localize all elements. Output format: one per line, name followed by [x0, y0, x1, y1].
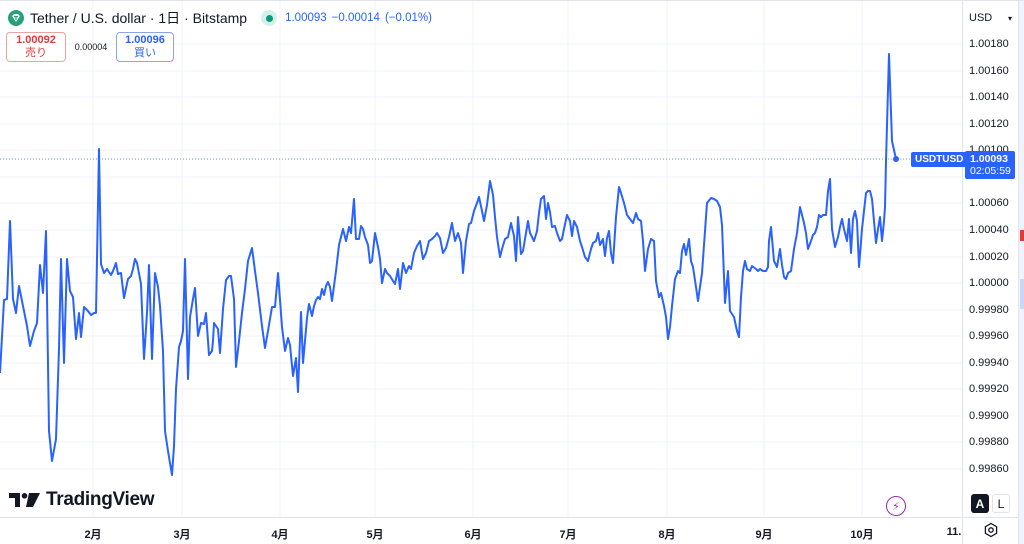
scroll-marker[interactable] — [1020, 279, 1024, 309]
price-label: 0.99960 — [969, 330, 1009, 342]
alert-marker — [1020, 230, 1024, 241]
price-label: 0.99940 — [969, 357, 1009, 369]
time-label: 9月 — [755, 529, 773, 541]
price-label: 1.00020 — [969, 251, 1009, 263]
price-change: −0.00014 — [331, 12, 380, 24]
price-label: 1.00060 — [969, 197, 1009, 209]
time-label: 10月 — [850, 529, 874, 541]
time-label: 7月 — [559, 529, 577, 541]
price-label: 1.00160 — [969, 65, 1009, 77]
sell-button[interactable]: 1.00092 売り — [6, 32, 66, 62]
right-toolbar-edge — [1018, 1, 1024, 544]
time-label: 8月 — [658, 529, 676, 541]
log-scale-button[interactable]: L — [992, 494, 1010, 513]
trade-buttons: 1.00092 売り 0.00004 1.00096 買い — [6, 32, 174, 62]
price-change-pct: (−0.01%) — [384, 12, 432, 24]
time-label: 3月 — [173, 529, 191, 541]
buy-label: 買い — [134, 47, 156, 59]
buy-price: 1.00096 — [125, 34, 165, 46]
chart-plot-area[interactable] — [0, 1, 962, 517]
legend-values: 1.00093 −0.00014 (−0.01%) — [285, 12, 432, 24]
symbol-price-label: USDTUSD — [911, 152, 968, 167]
sell-label: 売り — [25, 47, 47, 59]
settings-gear-icon[interactable] — [983, 522, 999, 538]
axis-corner — [962, 517, 1018, 544]
price-label: 0.99920 — [969, 383, 1009, 395]
tradingview-logo-text: TradingView — [46, 489, 155, 510]
price-label: 0.99900 — [969, 410, 1009, 422]
price-label: 1.00000 — [969, 277, 1009, 289]
spread-value: 0.00004 — [74, 42, 108, 52]
auto-scale-button[interactable]: A — [971, 494, 989, 513]
chevron-down-icon: ▾ — [1007, 13, 1012, 23]
time-label: 4月 — [271, 529, 289, 541]
current-price-tag: 1.00093 02:05:59 — [965, 151, 1015, 179]
time-label: 11. — [946, 526, 962, 538]
price-label: 1.00120 — [969, 118, 1009, 130]
price-axis[interactable]: USD ▾ 1.00180 1.00160 1.00140 1.00120 1.… — [962, 1, 1018, 517]
buy-button[interactable]: 1.00096 買い — [116, 32, 174, 62]
bar-countdown: 02:05:59 — [970, 165, 1011, 177]
symbol-title[interactable]: Tether / U.S. dollar · 1日 · Bitstamp — [30, 10, 248, 26]
tradingview-mark-icon — [9, 493, 40, 507]
price-line-chart — [0, 1, 962, 517]
time-label: 2月 — [84, 529, 102, 541]
sell-price: 1.00092 — [16, 34, 56, 46]
tradingview-logo[interactable]: TradingView — [9, 489, 155, 511]
lightning-icon[interactable]: ⚡ — [886, 496, 906, 516]
price-label: 1.00140 — [969, 91, 1009, 103]
last-price: 1.00093 — [285, 12, 327, 24]
tether-logo-icon — [8, 10, 24, 26]
price-label: 0.99860 — [969, 463, 1009, 475]
time-label: 5月 — [366, 529, 384, 541]
market-status-icon[interactable] — [261, 10, 278, 26]
price-label: 0.99980 — [969, 304, 1009, 316]
time-axis[interactable]: 2月 3月 4月 5月 6月 7月 8月 9月 10月 11. — [0, 517, 962, 544]
chart-legend: Tether / U.S. dollar · 1日 · Bitstamp 1.0… — [8, 8, 432, 28]
price-label: 1.00180 — [969, 38, 1009, 50]
price-label: 1.00040 — [969, 224, 1009, 236]
price-label: 0.99880 — [969, 436, 1009, 448]
current-price: 1.00093 — [970, 153, 1008, 165]
time-label: 6月 — [464, 529, 482, 541]
currency-label: USD — [969, 12, 993, 24]
currency-select[interactable]: USD ▾ — [966, 7, 1016, 29]
